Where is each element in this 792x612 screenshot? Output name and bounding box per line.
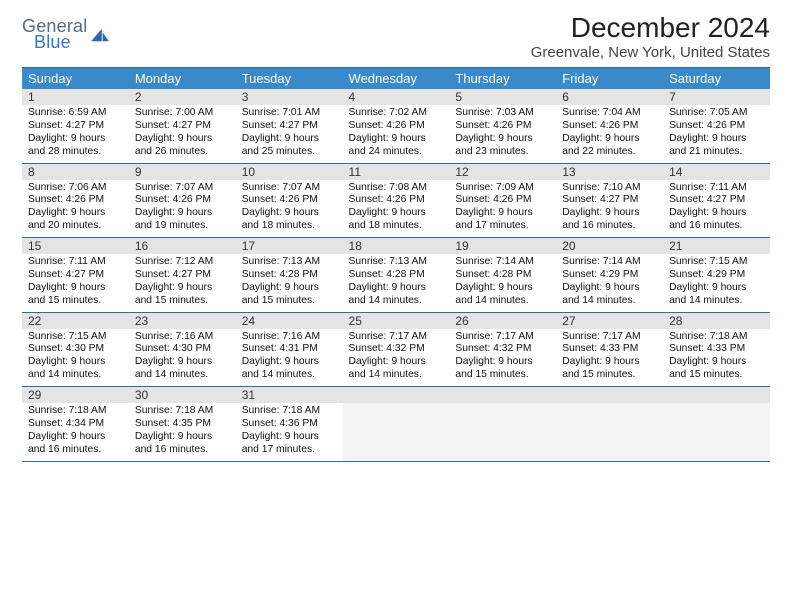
- day-cell: Sunrise: 7:17 AMSunset: 4:32 PMDaylight:…: [343, 329, 450, 387]
- day-number: 22: [22, 312, 129, 329]
- day-number: 17: [236, 238, 343, 255]
- day-cell: [663, 403, 770, 461]
- day-number: 20: [556, 238, 663, 255]
- weekday-header: Friday: [556, 68, 663, 90]
- day-number: 1: [22, 89, 129, 105]
- day-cell: Sunrise: 7:15 AMSunset: 4:30 PMDaylight:…: [22, 329, 129, 387]
- daynum-row: 891011121314: [22, 163, 770, 180]
- day-cell: [556, 403, 663, 461]
- day-cell: Sunrise: 7:03 AMSunset: 4:26 PMDaylight:…: [449, 105, 556, 163]
- day-cell: Sunrise: 7:06 AMSunset: 4:26 PMDaylight:…: [22, 180, 129, 238]
- daynum-row: 1234567: [22, 89, 770, 105]
- day-number: 24: [236, 312, 343, 329]
- header: General Blue December 2024 Greenvale, Ne…: [22, 12, 770, 61]
- day-number: 11: [343, 163, 450, 180]
- day-number: 2: [129, 89, 236, 105]
- day-cell: Sunrise: 7:16 AMSunset: 4:31 PMDaylight:…: [236, 329, 343, 387]
- day-number: [343, 387, 450, 404]
- sail-icon: [89, 27, 111, 43]
- day-number: 31: [236, 387, 343, 404]
- day-number: 7: [663, 89, 770, 105]
- weekday-header-row: Sunday Monday Tuesday Wednesday Thursday…: [22, 68, 770, 90]
- day-number: 4: [343, 89, 450, 105]
- day-number: 13: [556, 163, 663, 180]
- detail-row: Sunrise: 7:18 AMSunset: 4:34 PMDaylight:…: [22, 403, 770, 461]
- day-cell: Sunrise: 7:17 AMSunset: 4:32 PMDaylight:…: [449, 329, 556, 387]
- day-number: 21: [663, 238, 770, 255]
- location: Greenvale, New York, United States: [531, 44, 770, 61]
- day-number: 19: [449, 238, 556, 255]
- brand-logo: General Blue: [22, 18, 111, 50]
- daynum-row: 22232425262728: [22, 312, 770, 329]
- day-number: 6: [556, 89, 663, 105]
- day-cell: Sunrise: 7:15 AMSunset: 4:29 PMDaylight:…: [663, 254, 770, 312]
- day-number: 15: [22, 238, 129, 255]
- weekday-header: Sunday: [22, 68, 129, 90]
- day-number: 14: [663, 163, 770, 180]
- day-cell: Sunrise: 7:00 AMSunset: 4:27 PMDaylight:…: [129, 105, 236, 163]
- day-cell: Sunrise: 7:11 AMSunset: 4:27 PMDaylight:…: [663, 180, 770, 238]
- brand-word-2: Blue: [34, 34, 87, 50]
- day-cell: Sunrise: 7:12 AMSunset: 4:27 PMDaylight:…: [129, 254, 236, 312]
- day-cell: Sunrise: 7:11 AMSunset: 4:27 PMDaylight:…: [22, 254, 129, 312]
- day-number: [556, 387, 663, 404]
- detail-row: Sunrise: 7:15 AMSunset: 4:30 PMDaylight:…: [22, 329, 770, 387]
- weekday-header: Tuesday: [236, 68, 343, 90]
- day-cell: Sunrise: 7:16 AMSunset: 4:30 PMDaylight:…: [129, 329, 236, 387]
- day-cell: Sunrise: 7:09 AMSunset: 4:26 PMDaylight:…: [449, 180, 556, 238]
- title-block: December 2024 Greenvale, New York, Unite…: [531, 12, 770, 61]
- day-number: 25: [343, 312, 450, 329]
- detail-row: Sunrise: 7:11 AMSunset: 4:27 PMDaylight:…: [22, 254, 770, 312]
- daynum-row: 293031: [22, 387, 770, 404]
- day-cell: Sunrise: 7:05 AMSunset: 4:26 PMDaylight:…: [663, 105, 770, 163]
- day-number: 12: [449, 163, 556, 180]
- weekday-header: Wednesday: [343, 68, 450, 90]
- detail-row: Sunrise: 7:06 AMSunset: 4:26 PMDaylight:…: [22, 180, 770, 238]
- day-cell: [449, 403, 556, 461]
- day-number: 26: [449, 312, 556, 329]
- day-cell: Sunrise: 7:13 AMSunset: 4:28 PMDaylight:…: [343, 254, 450, 312]
- day-cell: Sunrise: 7:18 AMSunset: 4:33 PMDaylight:…: [663, 329, 770, 387]
- day-cell: Sunrise: 7:18 AMSunset: 4:36 PMDaylight:…: [236, 403, 343, 461]
- day-number: 10: [236, 163, 343, 180]
- calendar-table: Sunday Monday Tuesday Wednesday Thursday…: [22, 67, 770, 462]
- weekday-header: Thursday: [449, 68, 556, 90]
- day-number: 29: [22, 387, 129, 404]
- day-cell: Sunrise: 7:18 AMSunset: 4:35 PMDaylight:…: [129, 403, 236, 461]
- day-number: 23: [129, 312, 236, 329]
- weekday-header: Saturday: [663, 68, 770, 90]
- daynum-row: 15161718192021: [22, 238, 770, 255]
- day-number: 27: [556, 312, 663, 329]
- day-cell: Sunrise: 7:13 AMSunset: 4:28 PMDaylight:…: [236, 254, 343, 312]
- calendar-page: General Blue December 2024 Greenvale, Ne…: [0, 0, 792, 462]
- day-number: 16: [129, 238, 236, 255]
- month-title: December 2024: [531, 12, 770, 44]
- day-cell: Sunrise: 6:59 AMSunset: 4:27 PMDaylight:…: [22, 105, 129, 163]
- day-cell: Sunrise: 7:10 AMSunset: 4:27 PMDaylight:…: [556, 180, 663, 238]
- day-number: 3: [236, 89, 343, 105]
- day-number: [663, 387, 770, 404]
- day-number: 30: [129, 387, 236, 404]
- day-number: 28: [663, 312, 770, 329]
- day-cell: Sunrise: 7:14 AMSunset: 4:29 PMDaylight:…: [556, 254, 663, 312]
- detail-row: Sunrise: 6:59 AMSunset: 4:27 PMDaylight:…: [22, 105, 770, 163]
- day-number: 9: [129, 163, 236, 180]
- day-cell: Sunrise: 7:04 AMSunset: 4:26 PMDaylight:…: [556, 105, 663, 163]
- day-number: 5: [449, 89, 556, 105]
- brand-text: General Blue: [22, 18, 87, 50]
- day-number: 18: [343, 238, 450, 255]
- day-cell: [343, 403, 450, 461]
- day-cell: Sunrise: 7:14 AMSunset: 4:28 PMDaylight:…: [449, 254, 556, 312]
- day-cell: Sunrise: 7:18 AMSunset: 4:34 PMDaylight:…: [22, 403, 129, 461]
- day-cell: Sunrise: 7:07 AMSunset: 4:26 PMDaylight:…: [236, 180, 343, 238]
- day-cell: Sunrise: 7:08 AMSunset: 4:26 PMDaylight:…: [343, 180, 450, 238]
- weekday-header: Monday: [129, 68, 236, 90]
- day-cell: Sunrise: 7:02 AMSunset: 4:26 PMDaylight:…: [343, 105, 450, 163]
- day-number: [449, 387, 556, 404]
- day-number: 8: [22, 163, 129, 180]
- day-cell: Sunrise: 7:01 AMSunset: 4:27 PMDaylight:…: [236, 105, 343, 163]
- day-cell: Sunrise: 7:07 AMSunset: 4:26 PMDaylight:…: [129, 180, 236, 238]
- day-cell: Sunrise: 7:17 AMSunset: 4:33 PMDaylight:…: [556, 329, 663, 387]
